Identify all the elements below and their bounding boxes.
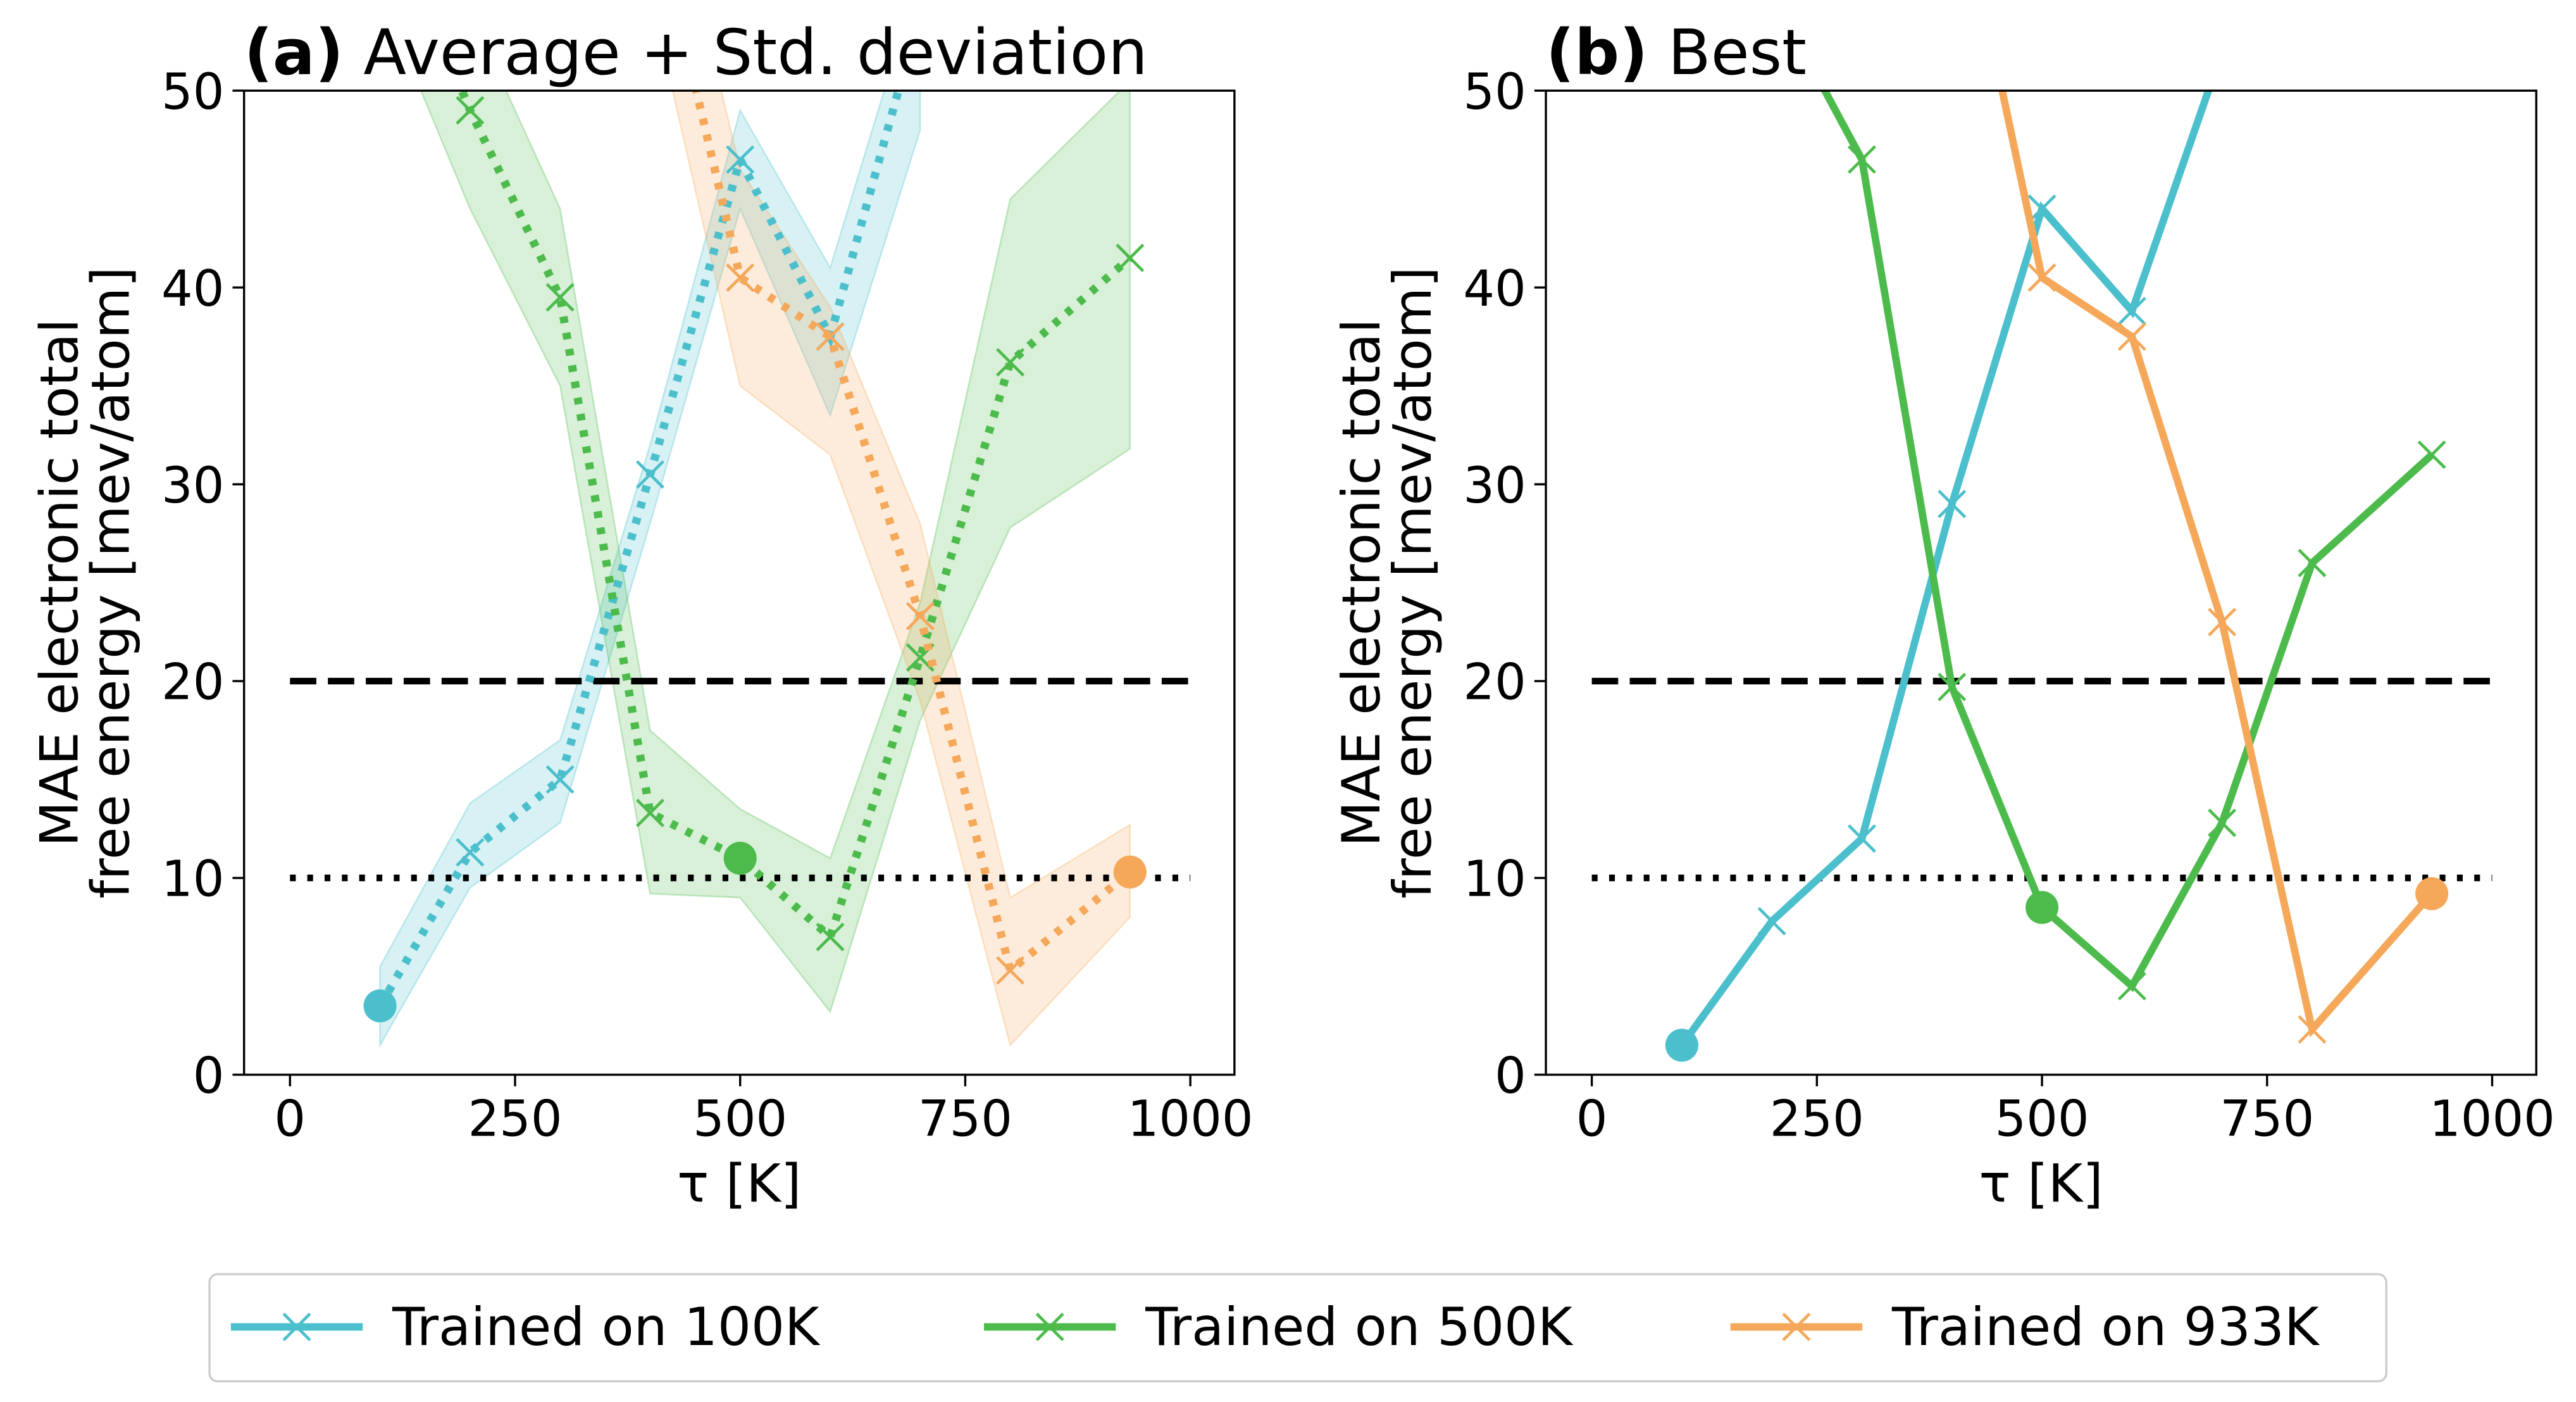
point-marker bbox=[635, 798, 664, 827]
legend-frame bbox=[208, 1273, 2387, 1383]
point-marker bbox=[1938, 489, 1967, 518]
point-marker bbox=[2417, 440, 2446, 469]
x-tick-label: 500 bbox=[1995, 1090, 2089, 1148]
plot-area bbox=[290, 91, 1191, 1049]
panel: (b) Best 0 250 500 750 1000 0 10 20 30 40 50 τ [K] MA… bbox=[1331, 0, 2555, 1214]
trained-marker bbox=[2025, 891, 2059, 924]
std-band bbox=[420, 91, 1131, 1014]
title-label: (b) bbox=[1546, 16, 1648, 89]
point-marker bbox=[996, 956, 1025, 985]
series-line bbox=[1998, 91, 2435, 1037]
x-tick-label: 1000 bbox=[1128, 1090, 1254, 1148]
point-marker bbox=[1847, 824, 1876, 853]
point-marker bbox=[2117, 322, 2146, 351]
y-tick-label: 40 bbox=[161, 260, 224, 318]
y-tick-label: 30 bbox=[1463, 457, 1526, 515]
trained-marker bbox=[1665, 1029, 1698, 1062]
title-label: (a) bbox=[244, 16, 344, 89]
point-marker bbox=[2117, 297, 2146, 325]
title-text: Average + Std. deviation bbox=[363, 16, 1147, 89]
point-marker bbox=[996, 347, 1025, 377]
chart-title: (b) Best bbox=[1546, 16, 1807, 89]
x-tick-label: 250 bbox=[468, 1090, 562, 1148]
y-tick-label: 50 bbox=[161, 63, 224, 121]
point-marker bbox=[2209, 38, 2236, 65]
legend-label: Trained on 500K bbox=[1145, 1296, 1574, 1358]
y-tick-label: 50 bbox=[1463, 63, 1526, 121]
point-marker bbox=[1757, 906, 1786, 936]
legend: Trained on 100K Trained on 500K Trained on… bbox=[208, 1273, 2387, 1383]
y-tick-label: 40 bbox=[1463, 260, 1526, 318]
x-tick-label: 1000 bbox=[2429, 1090, 2555, 1148]
y-axis-label: free energy [mev/atom] bbox=[80, 266, 141, 898]
point-marker bbox=[2027, 194, 2056, 223]
y-tick-label: 30 bbox=[161, 457, 224, 515]
y-tick-label: 20 bbox=[161, 654, 224, 711]
series-line bbox=[457, 91, 1133, 944]
title-space bbox=[344, 16, 363, 89]
point-marker bbox=[816, 922, 845, 951]
legend-marker bbox=[282, 1312, 311, 1341]
point-marker bbox=[2208, 808, 2237, 837]
x-tick-label: 0 bbox=[274, 1090, 306, 1148]
chart-title: (a) Average + Std. deviation bbox=[244, 16, 1148, 89]
plot-frame bbox=[1545, 89, 2537, 1076]
plot-frame bbox=[243, 89, 1236, 1076]
series-line bbox=[1679, 91, 2213, 1048]
point-marker bbox=[456, 96, 485, 125]
point-marker bbox=[2298, 1015, 2327, 1044]
point-marker bbox=[545, 765, 575, 794]
point-marker bbox=[1938, 672, 1967, 701]
y-tick-label: 20 bbox=[1463, 654, 1526, 711]
x-tick-label: 250 bbox=[1770, 1090, 1864, 1148]
y-tick-label: 10 bbox=[161, 851, 224, 908]
point-marker bbox=[726, 145, 755, 174]
point-marker bbox=[2298, 549, 2327, 577]
legend-label: Trained on 933K bbox=[1891, 1296, 2320, 1358]
point-marker bbox=[905, 601, 935, 630]
y-tick-label: 10 bbox=[1463, 851, 1526, 908]
point-marker bbox=[2027, 263, 2056, 292]
point-marker bbox=[1116, 244, 1145, 273]
point-marker bbox=[2117, 972, 2146, 1001]
x-tick-label: 0 bbox=[1576, 1090, 1608, 1148]
x-axis-label: τ [K] bbox=[1979, 1153, 2103, 1214]
trained-marker bbox=[723, 841, 757, 875]
title-text: Best bbox=[1668, 16, 1807, 89]
x-tick-label: 500 bbox=[693, 1090, 787, 1148]
title-space bbox=[1648, 16, 1667, 89]
y-axis-label: MAE electronic total bbox=[1331, 318, 1392, 846]
legend-label: Trained on 100K bbox=[392, 1296, 821, 1358]
point-marker bbox=[726, 263, 755, 292]
y-tick-label: 0 bbox=[1495, 1048, 1526, 1105]
trained-marker bbox=[1113, 855, 1147, 889]
series-line bbox=[692, 91, 1133, 978]
point-marker bbox=[2208, 608, 2237, 637]
point-marker bbox=[635, 460, 664, 489]
trained-marker bbox=[2415, 877, 2449, 910]
x-axis-label: τ [K] bbox=[677, 1153, 801, 1214]
std-band bbox=[379, 91, 921, 1049]
legend-marker bbox=[1782, 1312, 1811, 1341]
y-axis-label: MAE electronic total bbox=[29, 318, 90, 846]
legend-marker bbox=[1035, 1312, 1064, 1341]
point-marker bbox=[456, 838, 485, 867]
point-marker bbox=[545, 283, 575, 312]
x-tick-label: 750 bbox=[2220, 1090, 2314, 1148]
series-line bbox=[1820, 91, 2435, 992]
trained-marker bbox=[363, 989, 397, 1023]
x-tick-label: 750 bbox=[918, 1090, 1012, 1148]
point-marker bbox=[1847, 145, 1876, 174]
y-axis-label: free energy [mev/atom] bbox=[1382, 266, 1443, 898]
point-marker bbox=[1758, 0, 1785, 6]
y-tick-label: 0 bbox=[193, 1048, 225, 1105]
plot-area bbox=[1591, 0, 2492, 1062]
point-marker bbox=[816, 322, 845, 351]
